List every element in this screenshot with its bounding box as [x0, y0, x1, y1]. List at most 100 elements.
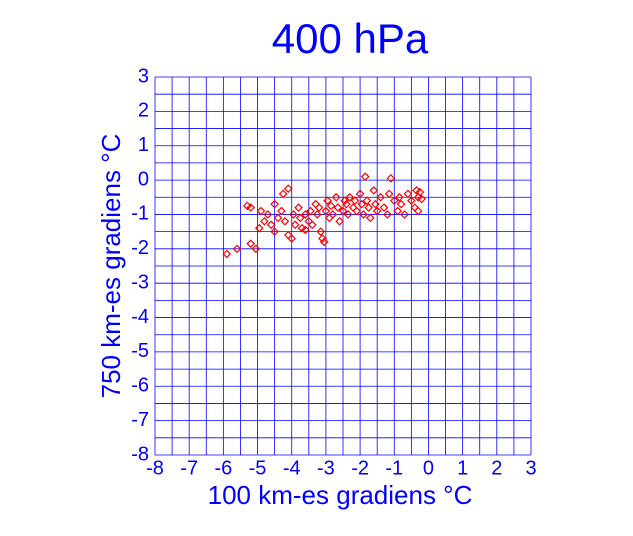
- scatter-point: [287, 234, 297, 243]
- y-tick-label: 0: [138, 168, 149, 190]
- scatter-point: [350, 196, 360, 206]
- x-tick-label: 2: [491, 457, 502, 479]
- scatter-point: [222, 249, 232, 259]
- scatter-point: [321, 206, 331, 216]
- scatter-point: [400, 210, 409, 219]
- scatter-point: [277, 206, 286, 216]
- scatter-point: [251, 244, 261, 254]
- scatter-point: [395, 192, 404, 202]
- scatter-point: [301, 225, 310, 235]
- scatter-point: [415, 187, 425, 197]
- x-tick-label: -1: [385, 457, 403, 479]
- scatter-point: [283, 184, 293, 194]
- x-tick-label: -6: [214, 457, 232, 479]
- y-tick-label: -6: [131, 375, 149, 397]
- scatter-point: [283, 230, 293, 240]
- scatter-point: [384, 189, 394, 199]
- scatter-point: [328, 210, 338, 219]
- scatter-point: [301, 210, 310, 219]
- scatter-point: [319, 237, 329, 247]
- y-tick-label: -2: [131, 237, 149, 259]
- scatter-point: [407, 196, 416, 206]
- scatter-point: [314, 203, 324, 212]
- x-tick-label: -5: [249, 457, 267, 479]
- scatter-point: [379, 203, 389, 212]
- x-tick-label: -7: [180, 457, 198, 479]
- scatter-point: [362, 196, 372, 206]
- scatter-point: [359, 210, 368, 219]
- scatter-point: [280, 216, 290, 226]
- scatter-point: [270, 199, 279, 209]
- x-tick-label: -8: [146, 457, 164, 479]
- scatter-point: [357, 199, 367, 209]
- y-tick-label: 3: [138, 65, 149, 87]
- scatter-point: [393, 206, 403, 216]
- scatter-point: [294, 203, 303, 212]
- y-tick-label: -4: [131, 306, 149, 328]
- scatter-point: [365, 213, 375, 223]
- scatter-point: [333, 203, 343, 212]
- scatter-point: [270, 227, 279, 236]
- scatter-point: [371, 199, 380, 209]
- scatter-point: [246, 239, 256, 249]
- scatter-point: [324, 213, 334, 223]
- scatter-point: [311, 199, 321, 209]
- scatter-point: [254, 223, 264, 233]
- y-tick-label: -1: [131, 203, 149, 225]
- scatter-point: [278, 189, 288, 199]
- y-tick-label: -5: [131, 340, 149, 362]
- x-tick-label: 0: [423, 457, 434, 479]
- scatter-point: [318, 234, 327, 243]
- y-tick-label: 1: [138, 134, 149, 156]
- scatter-point: [295, 213, 305, 223]
- scatter-point: [273, 213, 283, 223]
- scatter-point: [376, 192, 385, 202]
- scatter-point: [316, 227, 326, 236]
- scatter-point: [338, 206, 348, 216]
- scatter-point: [372, 206, 382, 216]
- scatter-point: [386, 174, 396, 183]
- chart-title: 400 hPa: [272, 15, 429, 62]
- scatter-point: [342, 199, 351, 209]
- scatter-point: [383, 210, 392, 219]
- scatter-point: [389, 196, 399, 206]
- scatter-point: [232, 244, 242, 254]
- scatter-point: [396, 199, 406, 209]
- scatter-point: [246, 203, 256, 212]
- y-tick-label: -8: [131, 443, 149, 465]
- scatter-point: [307, 220, 317, 230]
- scatter-point: [369, 186, 379, 195]
- scatter-point: [313, 210, 322, 219]
- scatter-point: [343, 210, 353, 219]
- x-tick-label: -3: [317, 457, 335, 479]
- scatter-point: [323, 196, 332, 206]
- scatter-point: [326, 201, 336, 211]
- scatter-point: [417, 194, 426, 204]
- scatter-point: [345, 192, 355, 202]
- x-tick-label: 1: [457, 457, 468, 479]
- scatter-point: [340, 196, 350, 206]
- scatter-point: [360, 172, 370, 182]
- scatter-point: [331, 192, 341, 202]
- y-tick-label: -7: [131, 409, 149, 431]
- x-tick-label: -4: [283, 457, 301, 479]
- scatter-point: [352, 206, 362, 216]
- scatter-point: [256, 206, 266, 216]
- scatter-point: [355, 189, 365, 199]
- scatter-point: [263, 210, 273, 219]
- scatter-point: [348, 203, 358, 212]
- y-axis-label: 750 km-es gradiens °C: [96, 134, 126, 399]
- scatter-point: [306, 206, 315, 216]
- scatter-point: [410, 203, 420, 212]
- x-axis-label: 100 km-es gradiens °C: [208, 480, 473, 510]
- scatter-point: [260, 216, 269, 226]
- scatter-point: [266, 220, 276, 230]
- y-tick-label: -3: [131, 271, 149, 293]
- x-tick-label: 3: [525, 457, 536, 479]
- x-tick-label: -2: [351, 457, 369, 479]
- y-tick-label: 2: [138, 100, 149, 122]
- scatter-point: [403, 189, 413, 199]
- scatter-point: [335, 216, 344, 226]
- scatter-point: [290, 220, 300, 230]
